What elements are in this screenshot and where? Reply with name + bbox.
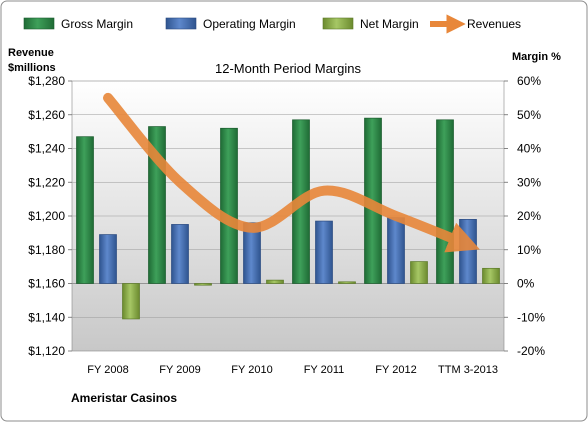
legend-label: Gross Margin: [61, 17, 133, 31]
legend-swatch: [165, 17, 197, 30]
right-tick-label: 0%: [517, 277, 535, 291]
right-tick-label: 60%: [517, 74, 541, 88]
footer-label: Ameristar Casinos: [71, 391, 177, 405]
net-margin-bar: [410, 261, 428, 284]
right-tick-label: -10%: [517, 310, 545, 324]
category-label: TTM 3-2013: [438, 364, 498, 376]
legend-swatch: [23, 17, 55, 30]
revenue-line-path: [103, 92, 480, 253]
revenue-line: [103, 92, 480, 253]
axes: $1,280 60% $1,260 50% $1,240 40% $1,220 30% $1,2…: [28, 74, 545, 376]
left-tick-label: $1,120: [28, 344, 65, 358]
operating-margin-bar: [99, 234, 117, 284]
gross-margin-bar: [220, 127, 238, 284]
right-tick-label: 20%: [517, 209, 541, 223]
left-tick-label: $1,180: [28, 243, 65, 257]
right-tick-label: 10%: [517, 243, 541, 257]
operating-margin-bar: [315, 220, 333, 284]
grid-lines: [72, 114, 504, 318]
right-tick-label: -20%: [517, 344, 545, 358]
chart-title: 12-Month Period Margins: [215, 61, 361, 76]
left-tick-label: $1,240: [28, 142, 65, 156]
legend-label: Operating Margin: [203, 17, 296, 31]
left-tick-label: $1,220: [28, 175, 65, 189]
category-label: FY 2010: [231, 364, 272, 376]
legend: Gross Margin Operating Margin Net Margin Re…: [23, 14, 521, 34]
left-tick-label: $1,280: [28, 74, 65, 88]
left-tick-label: $1,260: [28, 108, 65, 122]
category-label: FY 2008: [87, 364, 128, 376]
gross-margin-bar: [436, 119, 454, 284]
net-margin-bar: [122, 283, 140, 320]
right-tick-label: 30%: [517, 175, 541, 189]
operating-margin-bar: [387, 217, 405, 284]
category-label: FY 2012: [375, 364, 416, 376]
operating-margin-bar: [171, 224, 189, 284]
left-axis-label-line2: $millions: [8, 62, 56, 74]
right-axis-label: Margin %: [512, 51, 561, 63]
left-tick-label: $1,140: [28, 310, 65, 324]
net-margin-bar: [338, 281, 356, 284]
legend-swatch: [322, 17, 354, 30]
net-margin-bar: [482, 267, 500, 284]
right-tick-label: 40%: [517, 142, 541, 156]
operating-margin-bar: [459, 219, 477, 284]
net-margin-bar: [266, 279, 284, 284]
net-margin-bar: [194, 283, 212, 286]
category-label: FY 2009: [159, 364, 200, 376]
right-tick-label: 50%: [517, 108, 541, 122]
legend-label: Revenues: [467, 17, 521, 31]
gross-margin-bar: [76, 136, 94, 284]
left-tick-label: $1,200: [28, 209, 65, 223]
left-axis-label-line1: Revenue: [8, 47, 54, 59]
left-tick-label: $1,160: [28, 277, 65, 291]
category-label: FY 2011: [304, 364, 345, 376]
operating-margin-bar: [243, 222, 261, 284]
legend-label: Net Margin: [360, 17, 419, 31]
